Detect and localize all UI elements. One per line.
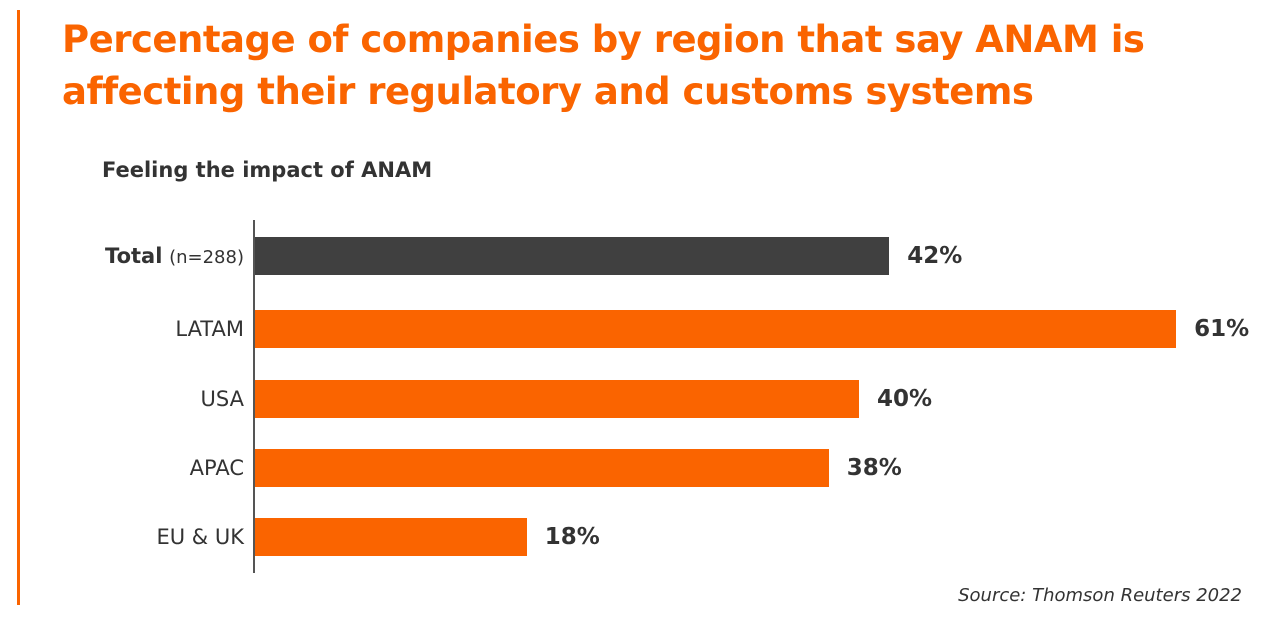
accent-line <box>17 10 20 605</box>
category-name: Total <box>105 244 163 268</box>
page-title: Percentage of companies by region that s… <box>62 18 1145 113</box>
category-name: LATAM <box>175 317 244 341</box>
value-label: 40% <box>877 386 933 412</box>
category-name: EU & UK <box>156 525 244 549</box>
category-label: EU & UK <box>156 518 244 556</box>
bar-total <box>255 237 890 275</box>
category-label: APAC <box>190 449 244 487</box>
y-axis-line <box>253 220 255 573</box>
bar-eu-uk <box>255 518 527 556</box>
source-note: Source: Thomson Reuters 2022 <box>958 585 1242 606</box>
category-name: APAC <box>189 456 244 480</box>
category-label: Total (n=288) <box>105 237 244 277</box>
category-name: USA <box>200 387 244 411</box>
bar-latam <box>255 310 1177 348</box>
bar-usa <box>255 380 859 418</box>
category-label: LATAM <box>175 310 244 348</box>
bar-apac <box>255 449 829 487</box>
category-label: USA <box>201 380 244 418</box>
value-label: 38% <box>846 455 902 481</box>
value-label: 18% <box>544 524 600 550</box>
value-label: 42% <box>907 243 963 269</box>
category-note: (n=288) <box>169 247 244 268</box>
value-label: 61% <box>1194 316 1250 342</box>
chart-title: Feeling the impact of ANAM <box>102 158 433 182</box>
